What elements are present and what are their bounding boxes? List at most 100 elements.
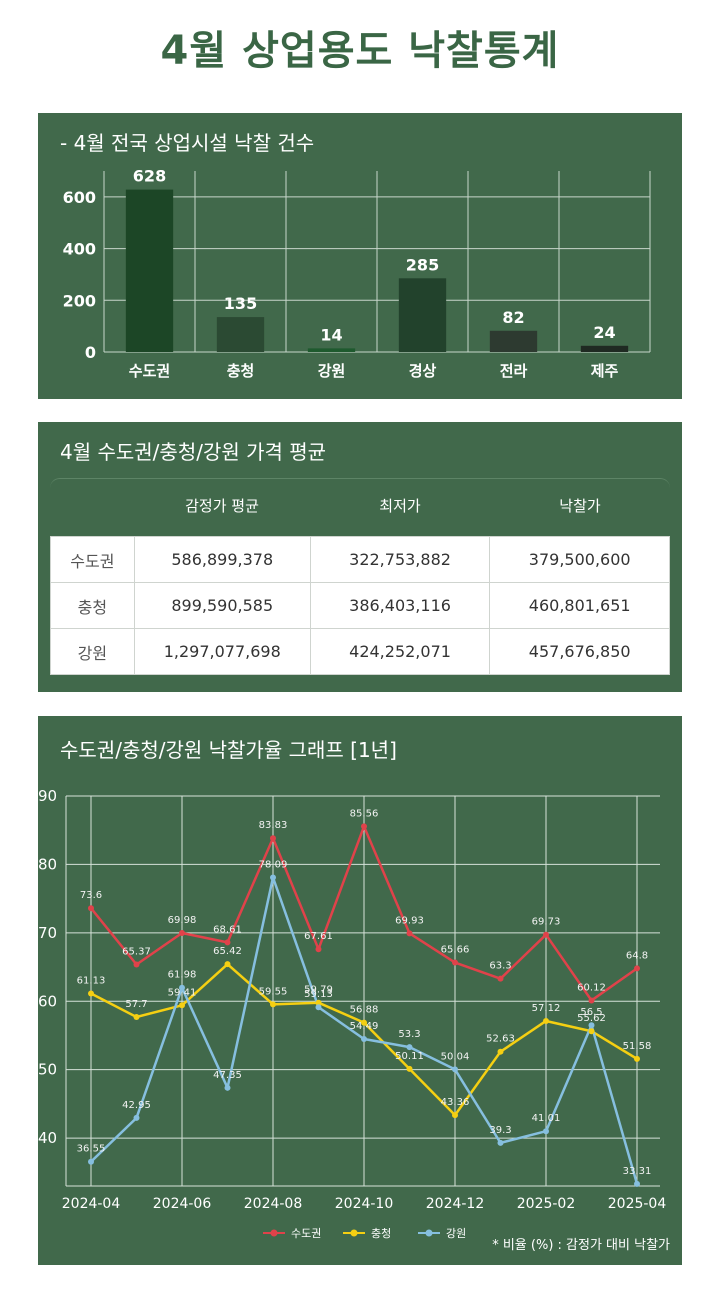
data-point bbox=[497, 975, 504, 982]
data-point bbox=[88, 990, 94, 997]
legend-marker bbox=[350, 1229, 358, 1237]
data-point bbox=[543, 1128, 549, 1135]
data-point bbox=[543, 1017, 549, 1024]
bar-category-label: 경상 bbox=[409, 362, 437, 380]
line-y-tick-label: 90 bbox=[38, 787, 57, 805]
bar-chart-panel: 0 200 400 600 628 수도권 135 충청 14 강원 285 경상 82 전라 24 제주 -… bbox=[38, 113, 682, 399]
line-x-tick-label: 2024-06 bbox=[153, 1196, 212, 1212]
data-label: 63.3 bbox=[489, 961, 511, 972]
data-label: 69.98 bbox=[168, 915, 197, 926]
bar-y-tick-label: 200 bbox=[63, 291, 96, 310]
bar-category-label: 충청 bbox=[227, 362, 255, 380]
data-point bbox=[406, 1065, 413, 1072]
line-x-tick-label: 2025-04 bbox=[608, 1196, 667, 1212]
data-point bbox=[133, 1114, 140, 1121]
page-title: 4월 상업용도 낙찰통계 bbox=[160, 28, 560, 74]
table-row: 수도권 586,899,378 322,753,882 379,500,600 bbox=[50, 536, 670, 583]
data-label: 85.56 bbox=[350, 808, 379, 819]
cell-winning-bid: 457,676,850 bbox=[489, 628, 670, 675]
cell-winning-bid: 379,500,600 bbox=[489, 536, 670, 583]
data-label: 69.93 bbox=[395, 915, 424, 926]
data-label: 33.31 bbox=[623, 1166, 652, 1177]
bar bbox=[125, 189, 174, 352]
price-table: 수도권 586,899,378 322,753,882 379,500,600 … bbox=[50, 536, 670, 675]
data-label: 50.04 bbox=[441, 1051, 470, 1062]
data-point bbox=[361, 1035, 367, 1042]
bar-chart-title: - 4월 전국 상업시설 낙찰 건수 bbox=[60, 131, 315, 155]
cell-appraisal: 899,590,585 bbox=[133, 582, 311, 629]
cell-minimum: 424,252,071 bbox=[309, 628, 491, 675]
data-point bbox=[179, 984, 185, 991]
data-label: 59.55 bbox=[259, 986, 288, 997]
line-x-tick-label: 2024-12 bbox=[426, 1196, 485, 1212]
line-x-tick-label: 2024-08 bbox=[244, 1196, 303, 1212]
data-label: 61.13 bbox=[77, 976, 106, 987]
ratio-note: * 비율 (%) : 감정가 대비 낙찰가 bbox=[492, 1238, 670, 1253]
line-chart-panel: 40 50 60 70 80 90 2024-04 2024-06 2024-08 2024-10… bbox=[38, 716, 682, 1265]
data-label: 52.63 bbox=[486, 1034, 515, 1045]
cell-minimum: 322,753,882 bbox=[309, 536, 491, 583]
data-point bbox=[133, 1014, 140, 1020]
data-label: 67.61 bbox=[304, 931, 333, 942]
data-label: 39.3 bbox=[489, 1125, 511, 1136]
bar-value-label: 135 bbox=[224, 294, 257, 313]
bar-value-label: 628 bbox=[133, 167, 166, 186]
bar bbox=[580, 345, 629, 352]
data-label: 47.35 bbox=[213, 1070, 242, 1081]
data-point bbox=[406, 930, 413, 937]
data-label: 65.42 bbox=[213, 946, 242, 957]
line-y-tick-label: 40 bbox=[38, 1129, 57, 1147]
data-label: 54.49 bbox=[350, 1021, 379, 1032]
data-label: 59.13 bbox=[304, 989, 333, 1000]
bar-value-label: 82 bbox=[502, 308, 524, 327]
table-title: 4월 수도권/충청/강원 가격 평균 bbox=[60, 440, 327, 464]
bar-value-label: 285 bbox=[406, 255, 439, 274]
data-point bbox=[88, 905, 94, 912]
line-y-tick-label: 60 bbox=[38, 992, 57, 1010]
data-point bbox=[497, 1048, 504, 1055]
data-point bbox=[315, 946, 322, 953]
data-point bbox=[452, 1066, 458, 1073]
cell-minimum: 386,403,116 bbox=[309, 582, 491, 629]
bar-category-label: 강원 bbox=[318, 362, 346, 380]
data-label: 53.3 bbox=[398, 1029, 420, 1040]
header-minimum: 최저가 bbox=[379, 497, 421, 515]
data-point bbox=[588, 1028, 595, 1035]
data-point bbox=[634, 965, 640, 972]
data-point bbox=[361, 1019, 367, 1026]
data-point bbox=[315, 999, 322, 1006]
bar-category-label: 수도권 bbox=[129, 362, 170, 380]
bar-category-label: 제주 bbox=[591, 362, 619, 380]
table-row: 충청 899,590,585 386,403,116 460,801,651 bbox=[50, 582, 670, 629]
header-winning-bid: 낙찰가 bbox=[559, 497, 601, 515]
data-point bbox=[361, 823, 367, 830]
data-label: 59.41 bbox=[168, 987, 197, 998]
data-label: 61.98 bbox=[168, 970, 197, 981]
line-y-tick-label: 70 bbox=[38, 924, 57, 942]
data-label: 65.37 bbox=[122, 947, 151, 958]
data-label: 42.95 bbox=[122, 1100, 151, 1111]
data-point bbox=[406, 1044, 413, 1051]
data-point bbox=[588, 1022, 595, 1029]
data-point bbox=[88, 1158, 94, 1165]
bar-value-label: 24 bbox=[593, 323, 615, 342]
data-label: 69.73 bbox=[532, 917, 561, 928]
data-point bbox=[179, 1002, 185, 1009]
legend-marker bbox=[270, 1229, 278, 1237]
bar bbox=[489, 330, 538, 352]
legend-marker bbox=[425, 1229, 433, 1237]
data-point bbox=[133, 961, 140, 968]
legend-label: 수도권 bbox=[291, 1227, 321, 1240]
data-point bbox=[224, 939, 231, 946]
bar-y-tick-label: 600 bbox=[63, 188, 96, 207]
line-chart-title: 수도권/충청/강원 낙찰가율 그래프 [1년] bbox=[60, 738, 397, 762]
data-point bbox=[497, 1139, 504, 1146]
cell-winning-bid: 460,801,651 bbox=[489, 582, 670, 629]
bar-y-tick-label: 400 bbox=[63, 240, 96, 259]
data-point bbox=[315, 1004, 322, 1011]
data-label: 57.7 bbox=[125, 999, 147, 1010]
cell-appraisal: 1,297,077,698 bbox=[133, 628, 311, 675]
data-label: 59.79 bbox=[304, 985, 333, 996]
data-point bbox=[634, 1055, 640, 1062]
data-label: 57.12 bbox=[532, 1003, 561, 1014]
